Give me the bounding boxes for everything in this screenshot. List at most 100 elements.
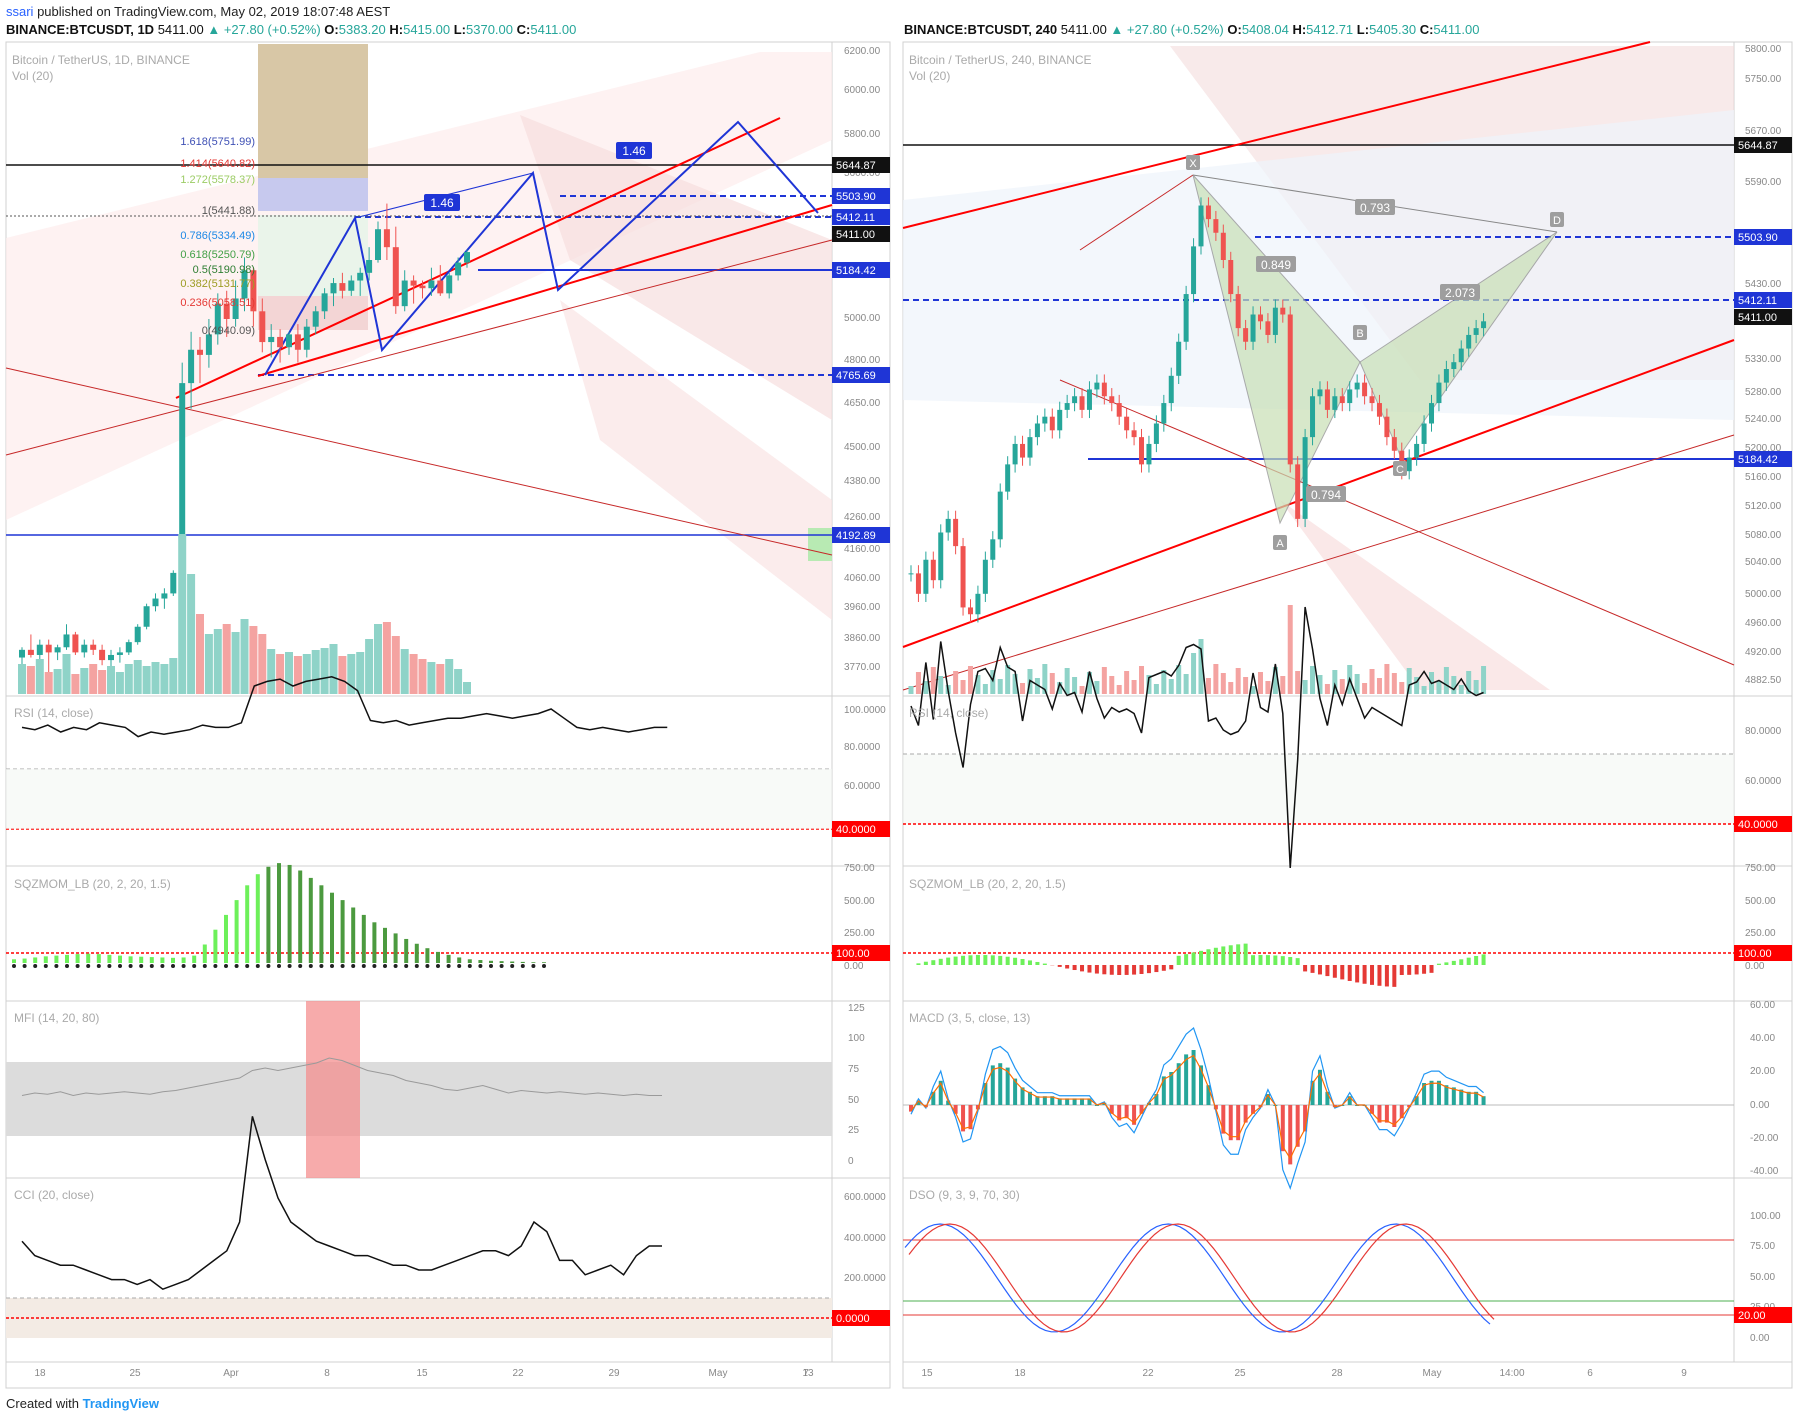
right-candle-body xyxy=(967,607,973,615)
right-macd-hist xyxy=(1184,1054,1189,1105)
right-volume-bar xyxy=(1369,669,1375,694)
left-fib-label: 0.236(5058.51) xyxy=(180,297,255,309)
right-time-tick: 25 xyxy=(1234,1368,1246,1379)
right-macd-hist xyxy=(931,1091,936,1105)
right-macd-hist xyxy=(1206,1085,1211,1105)
left-price-tick: 5800.00 xyxy=(844,129,881,140)
right-volume-bar xyxy=(1443,667,1449,694)
left-volume-bar xyxy=(276,654,285,694)
right-price-tick: 5750.00 xyxy=(1745,74,1782,85)
right-sqz-bar xyxy=(983,955,988,965)
left-volume-bar xyxy=(160,664,169,694)
left-h-label: H: xyxy=(389,22,404,37)
left-layout-frame xyxy=(5,41,891,1389)
right-macd-hist xyxy=(1317,1069,1322,1105)
right-symbol[interactable]: BINANCE:BTCUSDT, 240 xyxy=(904,22,1058,37)
left-sqz-dot xyxy=(43,964,48,968)
left-sqz-bar xyxy=(393,933,398,963)
right-sqz-bar xyxy=(1258,955,1263,965)
right-volume-bar xyxy=(1020,683,1026,694)
left-price-tick: 4260.00 xyxy=(844,512,881,523)
right-volume-bar xyxy=(1064,668,1070,694)
right-candle-body xyxy=(1027,437,1033,458)
right-sqz-bar xyxy=(1072,965,1077,971)
right-sqz-bar xyxy=(1199,950,1203,965)
right-harmonic-point-bg xyxy=(1393,461,1407,476)
right-volume-bar xyxy=(923,681,929,694)
left-sqz-dot xyxy=(277,964,281,968)
right-macd-hist xyxy=(1377,1105,1382,1123)
left-fib-label: 1.414(5640.82) xyxy=(180,158,255,170)
right-candle-body xyxy=(1049,416,1055,431)
right-candle-body xyxy=(1421,423,1427,444)
left-volume-bar xyxy=(62,654,71,694)
right-macd-hist xyxy=(1236,1105,1241,1141)
right-macd-hist xyxy=(1303,1105,1308,1132)
right-volume-bar xyxy=(1362,683,1368,694)
left-sqz-dot xyxy=(446,964,451,968)
right-volume-bar xyxy=(1473,680,1479,694)
indicator-layer xyxy=(6,606,1734,1338)
left-sqz-dot xyxy=(425,964,430,968)
left-pattern-badge-bg xyxy=(424,194,460,211)
right-volume-bar xyxy=(1250,686,1256,694)
right-macd-hist xyxy=(1481,1096,1486,1105)
left-volume-bar xyxy=(169,658,178,694)
right-sqz-bar xyxy=(916,963,921,965)
left-sqz-dot xyxy=(510,964,515,968)
left-symbol[interactable]: BINANCE:BTCUSDT, 1D xyxy=(6,22,155,37)
right-sqz-bar xyxy=(1392,965,1397,987)
right-candle-body xyxy=(1086,389,1092,410)
right-dso-tag-bg xyxy=(1734,1307,1792,1323)
right-rsi-tag: 40.0000 xyxy=(1738,819,1778,831)
left-volume-bar xyxy=(320,648,329,694)
left-rsi-tick: 80.0000 xyxy=(844,742,881,753)
publisher-username[interactable]: ssari xyxy=(6,4,34,19)
left-price-tick: 3960.00 xyxy=(844,602,881,613)
right-macd-hist xyxy=(953,1105,958,1114)
left-sqz-dot xyxy=(12,964,16,968)
right-macd-hist xyxy=(1080,1098,1085,1105)
right-price-tag: 5503.90 xyxy=(1738,232,1778,244)
right-price-tag: 5411.00 xyxy=(1738,312,1777,324)
left-volume-bar xyxy=(302,654,311,694)
left-volume-bar xyxy=(293,656,302,694)
right-candle-body xyxy=(1310,396,1316,438)
right-sqz-bar xyxy=(1481,954,1486,965)
left-volume-bar xyxy=(311,650,320,694)
right-macd-hist xyxy=(1035,1096,1040,1105)
tradingview-logo[interactable]: TradingView xyxy=(82,1396,159,1411)
left-vol-label: Vol (20) xyxy=(12,69,53,83)
right-dso-tag: 20.00 xyxy=(1738,1310,1766,1322)
right-chart-title: Bitcoin / TetherUS, 240, BINANCE xyxy=(909,53,1092,67)
left-sqz-bar xyxy=(266,866,271,963)
left-sqz-dot xyxy=(118,964,122,968)
right-sqz-bar xyxy=(1362,965,1367,984)
right-h-label: H: xyxy=(1292,22,1307,37)
right-macd-tick: 0.00 xyxy=(1750,1100,1770,1111)
left-sqz-bar xyxy=(298,870,303,963)
left-price-tick: 4160.00 xyxy=(844,544,881,555)
left-sqz-tick: 500.00 xyxy=(844,896,875,907)
right-macd-hist xyxy=(1005,1067,1010,1105)
left-candle-body xyxy=(294,334,301,350)
right-candle-body xyxy=(1399,450,1405,472)
left-sqz-dot xyxy=(160,964,165,968)
left-sqz-bar xyxy=(467,959,472,963)
right-candle-body xyxy=(1012,443,1018,465)
right-candle-body xyxy=(1064,403,1070,410)
left-candle-body xyxy=(179,383,186,573)
left-sqz-bar xyxy=(33,957,38,963)
left-mfi-tick: 100 xyxy=(848,1033,865,1044)
left-price-tick: 4650.00 xyxy=(844,398,881,409)
right-sqz-bar xyxy=(1310,965,1315,973)
right-volume-bar xyxy=(1198,639,1204,694)
left-volume-bar xyxy=(240,619,249,694)
right-sqz-bar xyxy=(1280,956,1285,965)
left-mfi-band xyxy=(6,1062,832,1136)
right-candle-body xyxy=(1481,321,1487,329)
left-price-tick: 4800.00 xyxy=(844,355,881,366)
left-volume-bar xyxy=(382,622,391,694)
left-sqz-title: SQZMOM_LB (20, 2, 20, 1.5) xyxy=(14,877,171,891)
left-sqz-bar xyxy=(520,961,525,963)
